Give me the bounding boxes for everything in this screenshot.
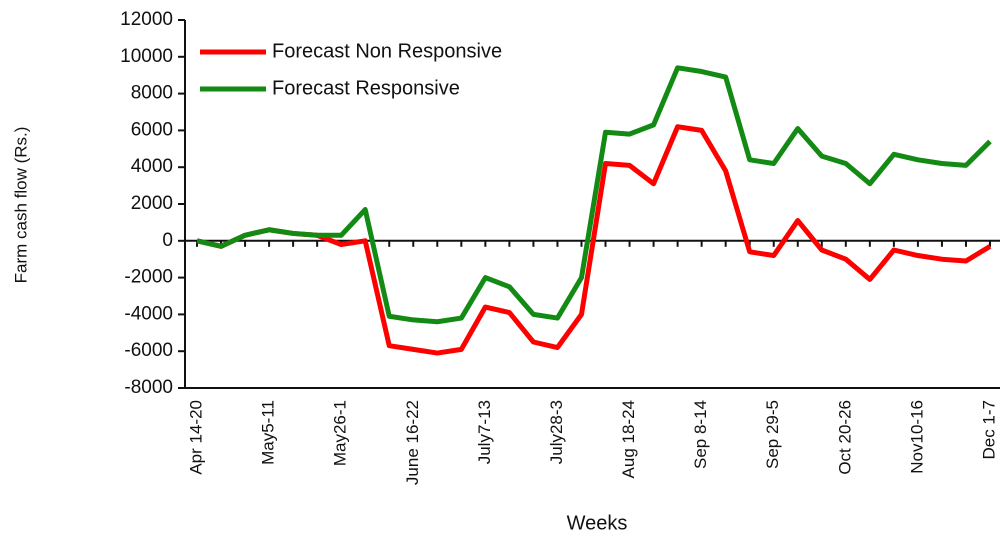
x-tick-label: Nov10-16 [907, 400, 926, 474]
x-tick-label: Sep 8-14 [691, 400, 710, 469]
y-tick-label: -8000 [124, 377, 173, 398]
y-axis-label: Farm cash flow (Rs.) [11, 127, 30, 284]
x-tick-label: Aug 18-24 [619, 400, 638, 478]
legend-label: Forecast Responsive [272, 77, 460, 99]
x-tick-label: Dec 1-7 [979, 400, 998, 460]
x-tick-label: June 16-22 [403, 400, 422, 485]
x-tick-label: May5-11 [259, 400, 278, 465]
legend-label: Forecast Non Responsive [272, 40, 502, 62]
x-tick-label: July28-3 [547, 400, 566, 464]
y-tick-label: 12000 [120, 9, 173, 30]
y-tick-label: 2000 [131, 193, 173, 214]
series-line [196, 65, 992, 325]
y-tick-label: 4000 [131, 156, 173, 177]
x-axis-label: Weeks [567, 512, 628, 534]
y-tick-label: 10000 [120, 46, 173, 67]
y-tick-label: -2000 [124, 267, 173, 288]
x-tick-label: July7-13 [475, 400, 494, 464]
x-tick-label: Oct 20-26 [835, 400, 854, 475]
x-tick-label: May26-1 [331, 400, 350, 466]
y-tick-label: -4000 [124, 303, 173, 324]
y-tick-label: 8000 [131, 83, 173, 104]
y-tick-label: 6000 [131, 119, 173, 140]
x-tick-label: Apr 14-20 [186, 400, 205, 475]
x-tick-label: Sep 29-5 [763, 400, 782, 469]
y-tick-label: 0 [162, 230, 173, 251]
y-tick-label: -6000 [124, 340, 173, 361]
series-line [196, 124, 992, 356]
